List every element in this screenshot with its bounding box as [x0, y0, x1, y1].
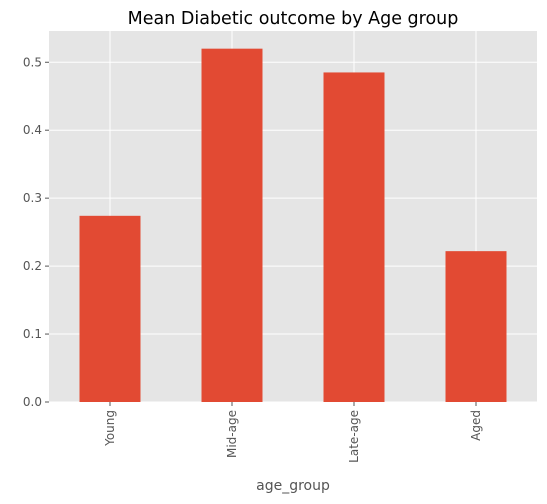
y-axis-ticks: 0.0 0.1 0.2 0.3 0.4 0.5	[23, 55, 49, 409]
bar-late-age	[323, 72, 385, 402]
y-tick-label: 0.0	[23, 395, 42, 409]
y-tick-label: 0.2	[23, 259, 42, 273]
x-tick-label: Mid-age	[225, 410, 239, 458]
bar-young	[79, 215, 141, 402]
y-tick-label: 0.1	[23, 327, 42, 341]
y-tick-label: 0.4	[23, 123, 42, 137]
x-axis-ticks: Young Mid-age Late-age Aged	[103, 402, 483, 463]
x-tick-label: Late-age	[347, 410, 361, 463]
x-tick-label: Aged	[469, 410, 483, 441]
bar-aged	[445, 251, 507, 402]
x-tick-label: Young	[103, 410, 117, 447]
x-axis-label: age_group	[256, 478, 330, 494]
bars	[79, 48, 507, 403]
y-tick-label: 0.5	[23, 55, 42, 69]
chart-title: Mean Diabetic outcome by Age group	[128, 9, 459, 29]
bar-mid-age	[201, 48, 263, 403]
y-tick-label: 0.3	[23, 191, 42, 205]
